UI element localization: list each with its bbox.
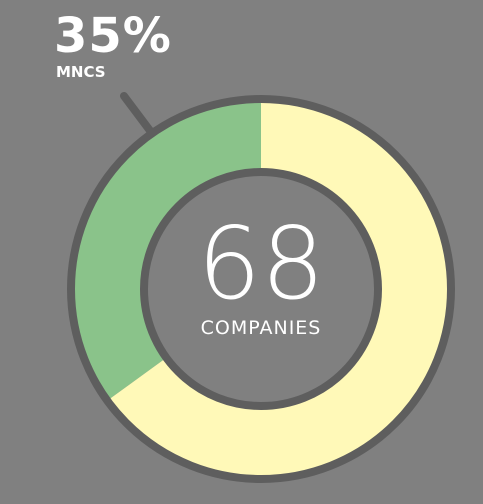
donut-slice-mncs <box>71 99 262 401</box>
donut-outer-ring <box>67 95 455 483</box>
mncs-label: MNCS <box>56 63 106 81</box>
total-companies-label: COMPANIES <box>200 317 322 339</box>
donut-slice-other <box>107 99 451 479</box>
donut-inner-ring <box>140 168 382 410</box>
callout-leader-line <box>120 92 155 136</box>
mncs-percentage: 35% <box>54 8 172 64</box>
total-companies-number: 68 <box>197 205 325 322</box>
donut-slices <box>71 99 451 479</box>
